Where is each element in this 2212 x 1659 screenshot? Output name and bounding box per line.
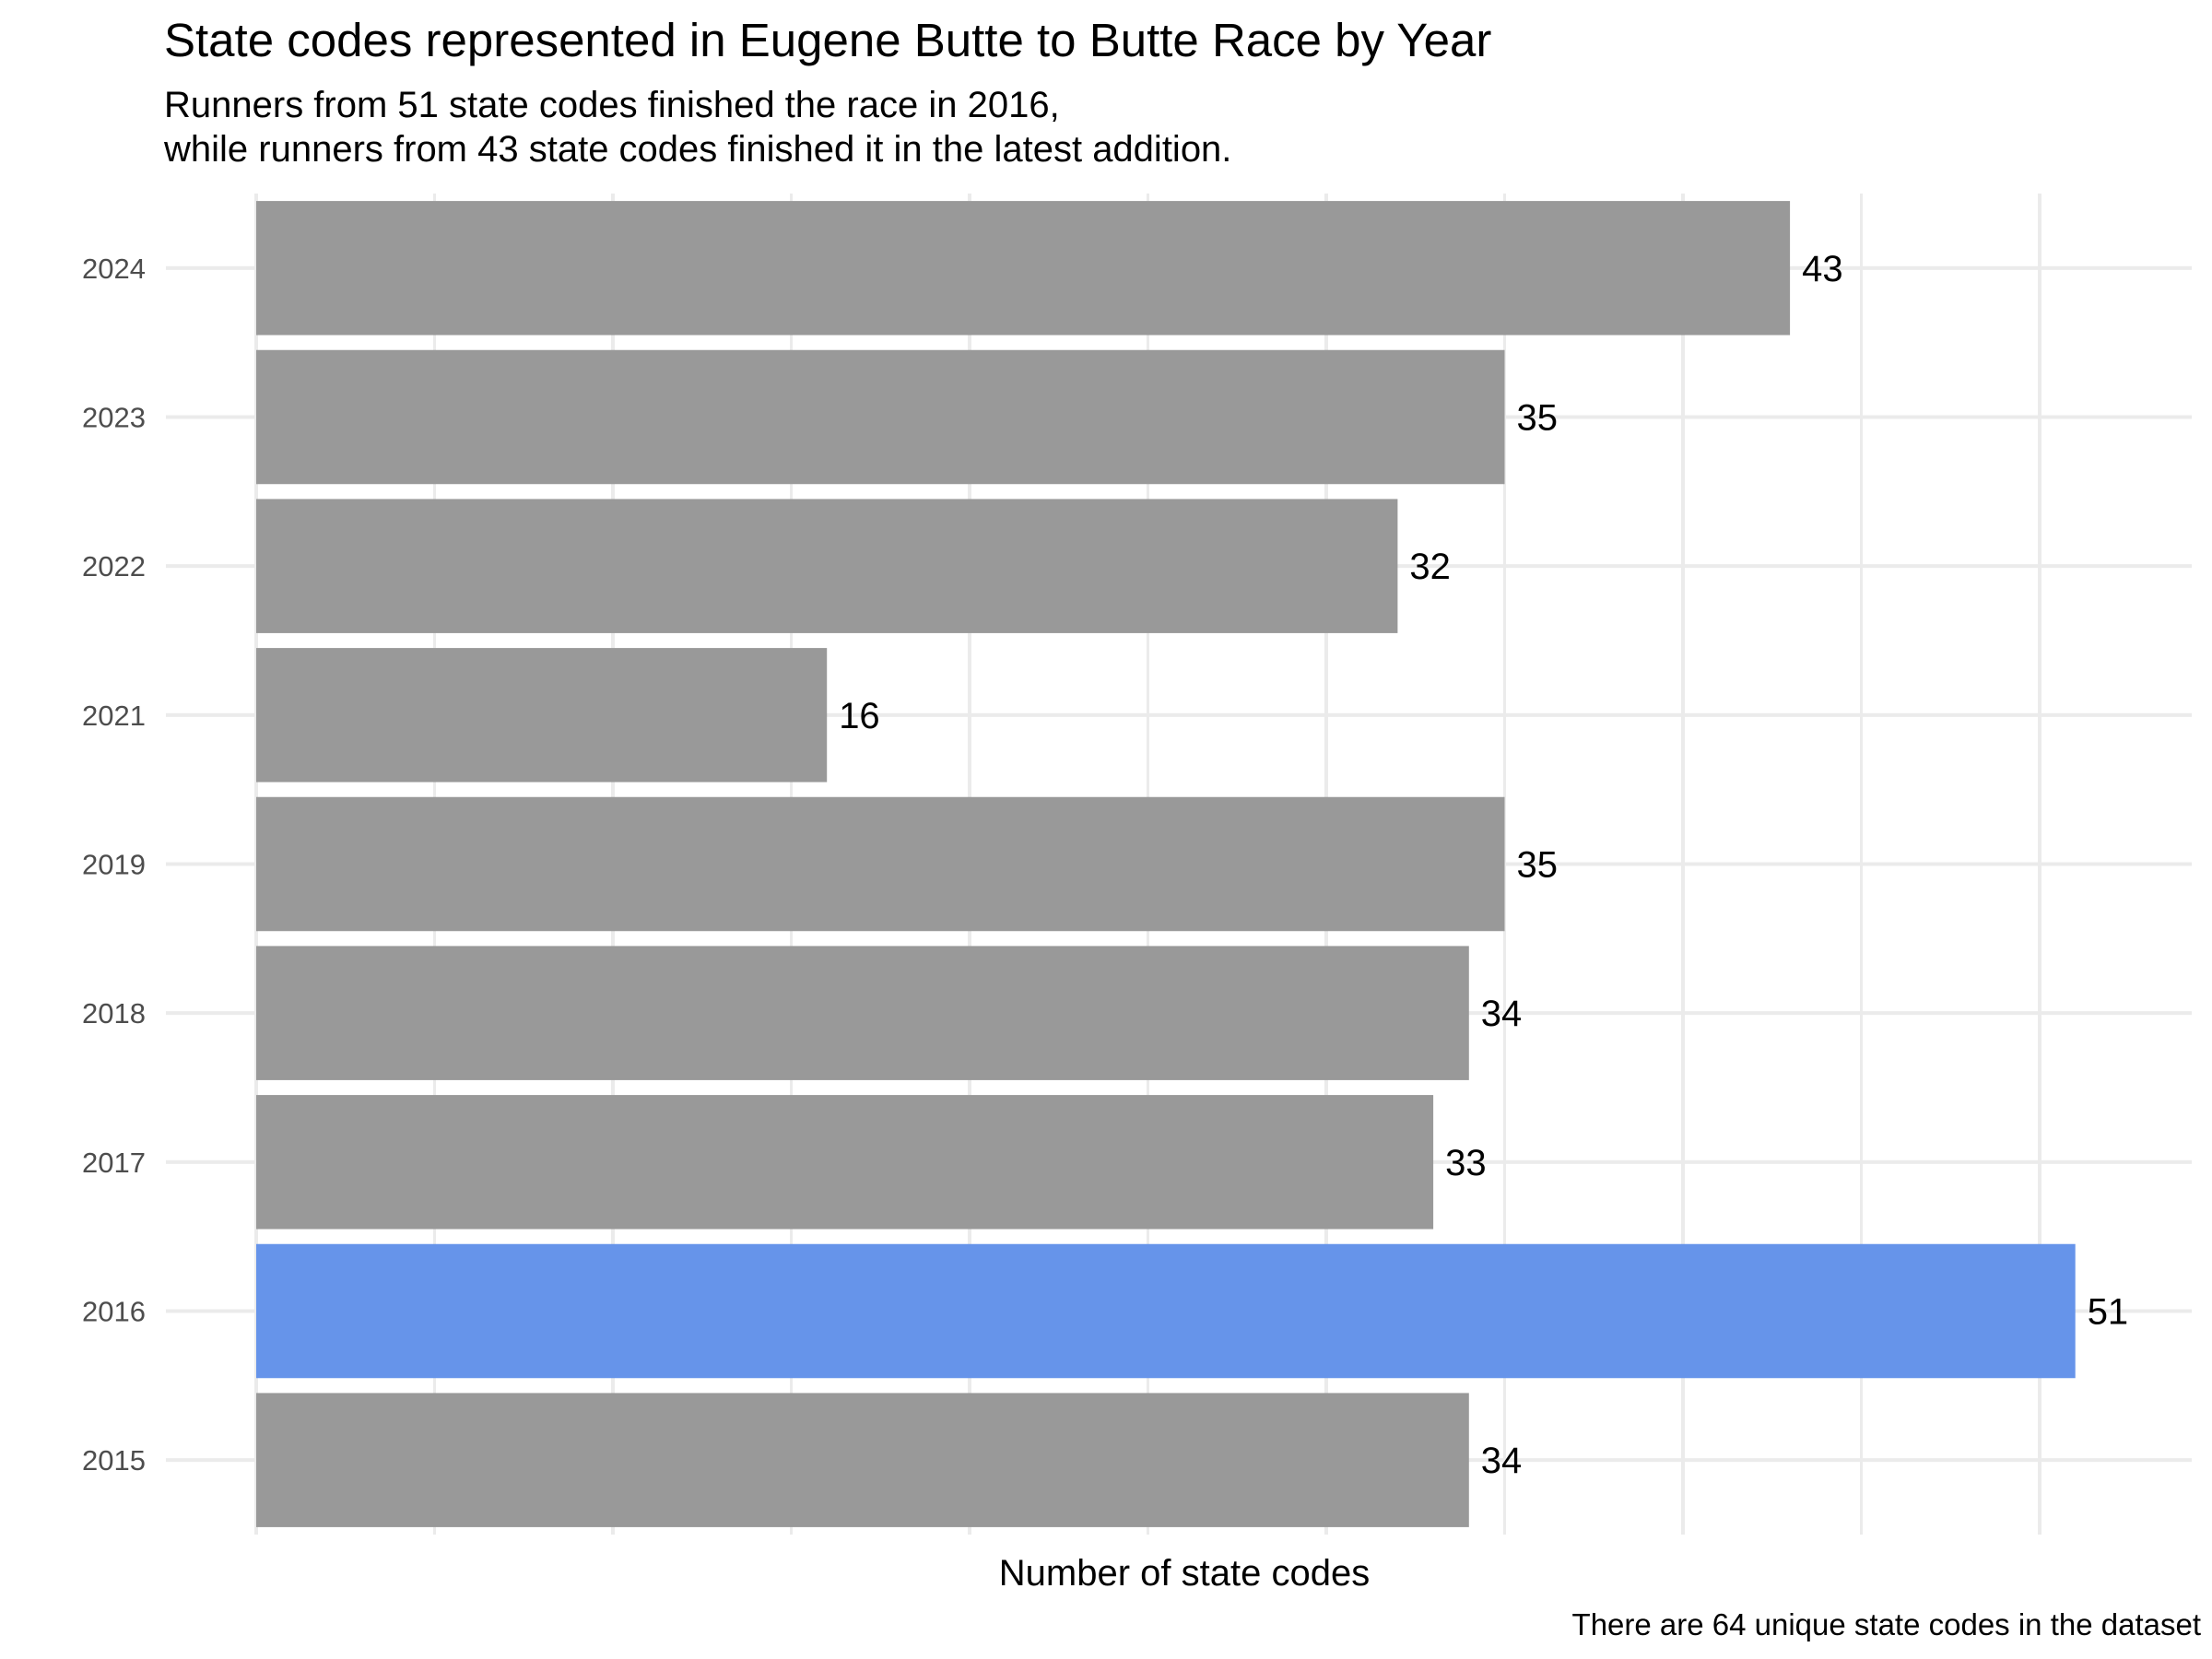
bar-2018: [256, 946, 1469, 1080]
x-axis-label: Number of state codes: [999, 1553, 1370, 1594]
y-tick-label-2019: 2019: [82, 849, 146, 881]
bars: [256, 201, 2076, 1527]
bar-2021: [256, 648, 828, 782]
y-tick-label-2023: 2023: [82, 402, 146, 434]
bar-2017: [256, 1095, 1434, 1230]
y-tick-label-2015: 2015: [82, 1444, 146, 1477]
y-tick-label-2021: 2021: [82, 700, 146, 732]
y-tick-label-2016: 2016: [82, 1296, 146, 1328]
y-tick-label-2018: 2018: [82, 997, 146, 1030]
value-label-2019: 35: [1517, 845, 1559, 886]
value-label-2022: 32: [1409, 547, 1451, 587]
value-label-2016: 51: [2088, 1292, 2129, 1333]
bar-2022: [256, 499, 1398, 633]
value-label-2015: 34: [1481, 1441, 1523, 1481]
y-tick-label-2017: 2017: [82, 1147, 146, 1179]
bar-2023: [256, 349, 1505, 485]
value-label-2018: 34: [1481, 994, 1523, 1034]
value-label-2021: 16: [839, 696, 880, 736]
value-label-2023: 35: [1517, 398, 1559, 439]
subtitle-line-2: while runners from 43 state codes finish…: [164, 129, 1232, 170]
chart-title: State codes represented in Eugene Butte …: [164, 14, 1492, 66]
chart-subtitle: Runners from 51 state codes finished the…: [164, 83, 1231, 171]
bar-2015: [256, 1393, 1469, 1527]
bar-2024: [256, 201, 1791, 335]
y-axis-tick-labels: 2024 2023 2022 2021 2019 2018 2017 2016 2015: [82, 253, 146, 1477]
bar-2016: [256, 1243, 2076, 1379]
y-tick-label-2024: 2024: [82, 253, 146, 285]
subtitle-line-1: Runners from 51 state codes finished the…: [164, 85, 1060, 125]
value-label-2024: 43: [1802, 249, 1843, 289]
value-label-2017: 33: [1445, 1143, 1487, 1183]
bar-2019: [256, 796, 1505, 932]
chart-caption: There are 64 unique state codes in the d…: [1571, 1607, 2201, 1641]
value-labels: 43 35 32 16 35 34 33 51 34: [839, 249, 2128, 1481]
y-tick-label-2022: 2022: [82, 550, 146, 582]
